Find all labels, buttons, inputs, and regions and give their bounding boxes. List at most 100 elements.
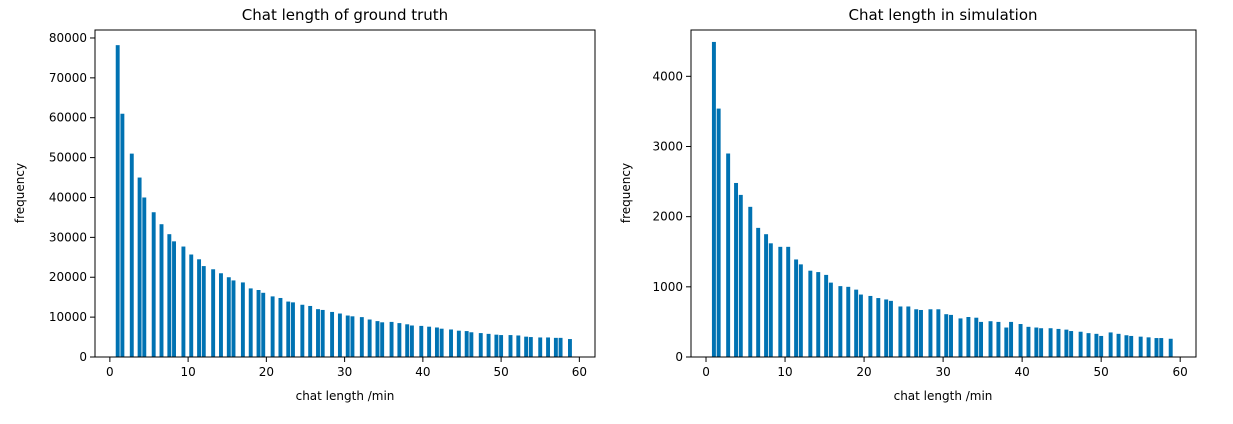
y-axis-label: frequency <box>619 163 633 223</box>
bar <box>808 270 813 357</box>
bar <box>1116 333 1121 357</box>
bar <box>151 212 156 357</box>
bar <box>330 311 335 357</box>
bar <box>726 153 731 357</box>
bar <box>876 298 881 357</box>
bar <box>211 269 216 357</box>
y-tick-label: 10000 <box>49 310 87 324</box>
bar <box>1048 328 1053 357</box>
bar <box>350 316 355 357</box>
bar <box>181 246 186 357</box>
bar <box>359 317 364 357</box>
bar <box>794 259 799 357</box>
chart-title: Chat length of ground truth <box>242 6 448 24</box>
bar <box>1064 329 1069 357</box>
y-tick-label: 80000 <box>49 31 87 45</box>
bar <box>189 254 194 357</box>
bar <box>167 234 172 357</box>
bar <box>226 277 231 357</box>
bar <box>449 329 453 357</box>
bar <box>367 319 372 357</box>
x-tick-label: 60 <box>572 365 587 379</box>
bar <box>996 321 1001 357</box>
bar <box>966 317 971 357</box>
bar <box>1026 326 1031 357</box>
bar <box>1099 335 1104 357</box>
bar <box>1094 333 1099 357</box>
bar <box>464 331 469 357</box>
bar <box>409 325 414 357</box>
bar <box>439 328 444 357</box>
y-tick-label: 70000 <box>49 71 87 85</box>
bar-series <box>711 41 1173 358</box>
x-tick-label: 20 <box>856 365 871 379</box>
bar <box>888 300 893 357</box>
bar <box>316 309 320 357</box>
y-tick-label: 20000 <box>49 270 87 284</box>
bar <box>1034 327 1039 357</box>
y-tick-label: 40000 <box>49 190 87 204</box>
bar <box>1168 338 1173 357</box>
x-axis-label: chat length /min <box>296 389 395 403</box>
bar <box>1039 328 1044 357</box>
bar <box>748 206 753 357</box>
y-tick-label: 1000 <box>652 280 683 294</box>
bar <box>197 259 202 357</box>
bar <box>142 197 147 357</box>
bar <box>516 335 521 357</box>
bar <box>478 333 483 357</box>
bar <box>231 280 236 357</box>
bar <box>300 304 305 357</box>
chart-ground-truth: Chat length of ground truth 0 10 20 30 40 50 6… <box>13 6 596 403</box>
x-axis-ticks: 0 10 20 30 40 50 60 <box>702 357 1188 379</box>
bar <box>764 234 769 357</box>
y-axis-label: frequency <box>13 163 27 223</box>
bar <box>898 306 903 357</box>
x-tick-label: 0 <box>702 365 710 379</box>
bar <box>219 273 223 357</box>
x-tick-label: 40 <box>1014 365 1029 379</box>
bar <box>828 282 833 357</box>
bar <box>716 108 721 357</box>
bar <box>405 324 410 357</box>
bar <box>1004 327 1009 357</box>
chart-simulation: Chat length in simulation 0 10 20 30 40 50 60 … <box>619 6 1197 403</box>
bar <box>137 177 142 357</box>
x-axis-label: chat length /min <box>894 389 993 403</box>
bar <box>558 337 563 357</box>
bar <box>786 246 791 357</box>
bar <box>419 325 424 357</box>
bar <box>397 323 402 357</box>
x-tick-label: 0 <box>106 365 114 379</box>
bar <box>1056 328 1061 357</box>
bar <box>988 321 993 357</box>
bar <box>1078 331 1083 357</box>
x-tick-label: 50 <box>493 365 508 379</box>
x-tick-label: 30 <box>935 365 950 379</box>
bar <box>756 227 761 357</box>
bar <box>499 335 504 357</box>
bar <box>914 309 919 357</box>
bar <box>286 301 291 357</box>
bar <box>1086 333 1091 357</box>
x-tick-label: 20 <box>259 365 274 379</box>
bar <box>738 194 743 357</box>
bar <box>1138 336 1143 357</box>
bar <box>1159 338 1164 357</box>
bar <box>838 286 843 357</box>
bar <box>1146 337 1151 357</box>
bar <box>778 246 783 357</box>
bar <box>1069 331 1074 357</box>
bar-series <box>115 45 572 358</box>
bar <box>201 266 206 357</box>
bar <box>944 314 949 357</box>
bar <box>936 309 941 357</box>
bar <box>129 153 134 357</box>
bar <box>115 45 120 358</box>
y-tick-label: 4000 <box>652 69 683 83</box>
bar <box>494 334 499 357</box>
x-tick-label: 10 <box>180 365 195 379</box>
bar <box>884 299 889 357</box>
x-tick-label: 40 <box>415 365 430 379</box>
